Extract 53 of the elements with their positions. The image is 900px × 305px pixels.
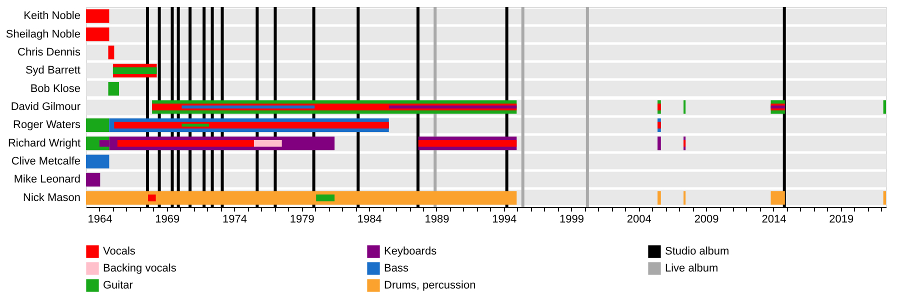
bar <box>112 67 157 74</box>
legend-label: Keyboards <box>384 246 438 258</box>
y-tick-label: Syd Barrett <box>25 64 80 77</box>
x-tick-label: 1964 <box>88 214 112 226</box>
bar <box>770 191 785 205</box>
x-tick-label: 2004 <box>626 214 652 226</box>
y-tick-label: David Gilmour <box>10 101 81 113</box>
bar <box>117 140 254 147</box>
bar <box>658 136 661 150</box>
y-tick-label: Mike Leonard <box>14 174 80 186</box>
legend-label: Live album <box>665 262 718 274</box>
bar <box>316 194 335 202</box>
bar <box>108 82 120 96</box>
bar <box>86 118 110 132</box>
bar <box>114 122 389 129</box>
bar <box>86 154 110 168</box>
x-tick-label: 1969 <box>155 214 180 226</box>
y-tick-label: Roger Waters <box>13 119 81 132</box>
legend-label: Guitar <box>103 280 134 292</box>
bar <box>148 194 156 202</box>
x-tick-label: 1984 <box>357 214 382 226</box>
x-tick-label: 2009 <box>694 214 719 226</box>
y-tick-label: Richard Wright <box>8 137 80 150</box>
bar <box>86 9 110 23</box>
bar <box>182 106 315 108</box>
bar <box>254 140 282 147</box>
legend-label: Studio album <box>665 246 730 258</box>
bar <box>658 122 661 129</box>
y-tick-label: Clive Metcalfe <box>11 156 80 168</box>
x-tick-label: 2019 <box>829 214 854 226</box>
y-tick-label: Chris Dennis <box>18 46 81 58</box>
y-tick-label: Nick Mason <box>23 192 80 204</box>
x-tick-label: 1974 <box>222 214 248 226</box>
bar <box>883 191 886 205</box>
y-tick-label: Bob Klose <box>30 82 80 95</box>
bar <box>883 100 886 114</box>
legend-label: Vocals <box>103 246 136 258</box>
bar <box>418 140 517 147</box>
legend-label: Drums, percussion <box>384 280 476 292</box>
bar <box>86 27 110 42</box>
bar <box>658 191 661 205</box>
x-tick-label: 1994 <box>492 214 517 226</box>
x-tick-label: 2014 <box>762 214 786 226</box>
legend-label: Bass <box>384 262 409 274</box>
legend-label: Backing vocals <box>103 262 177 274</box>
x-tick-label: 1989 <box>424 214 450 226</box>
y-tick-label: Keith Noble <box>24 10 80 22</box>
x-tick-label: 1979 <box>290 214 314 226</box>
bar <box>658 104 661 110</box>
bar <box>108 46 114 60</box>
bar <box>86 172 100 187</box>
y-tick-label: Sheilagh Noble <box>6 28 80 40</box>
x-tick-label: 1999 <box>560 214 584 226</box>
